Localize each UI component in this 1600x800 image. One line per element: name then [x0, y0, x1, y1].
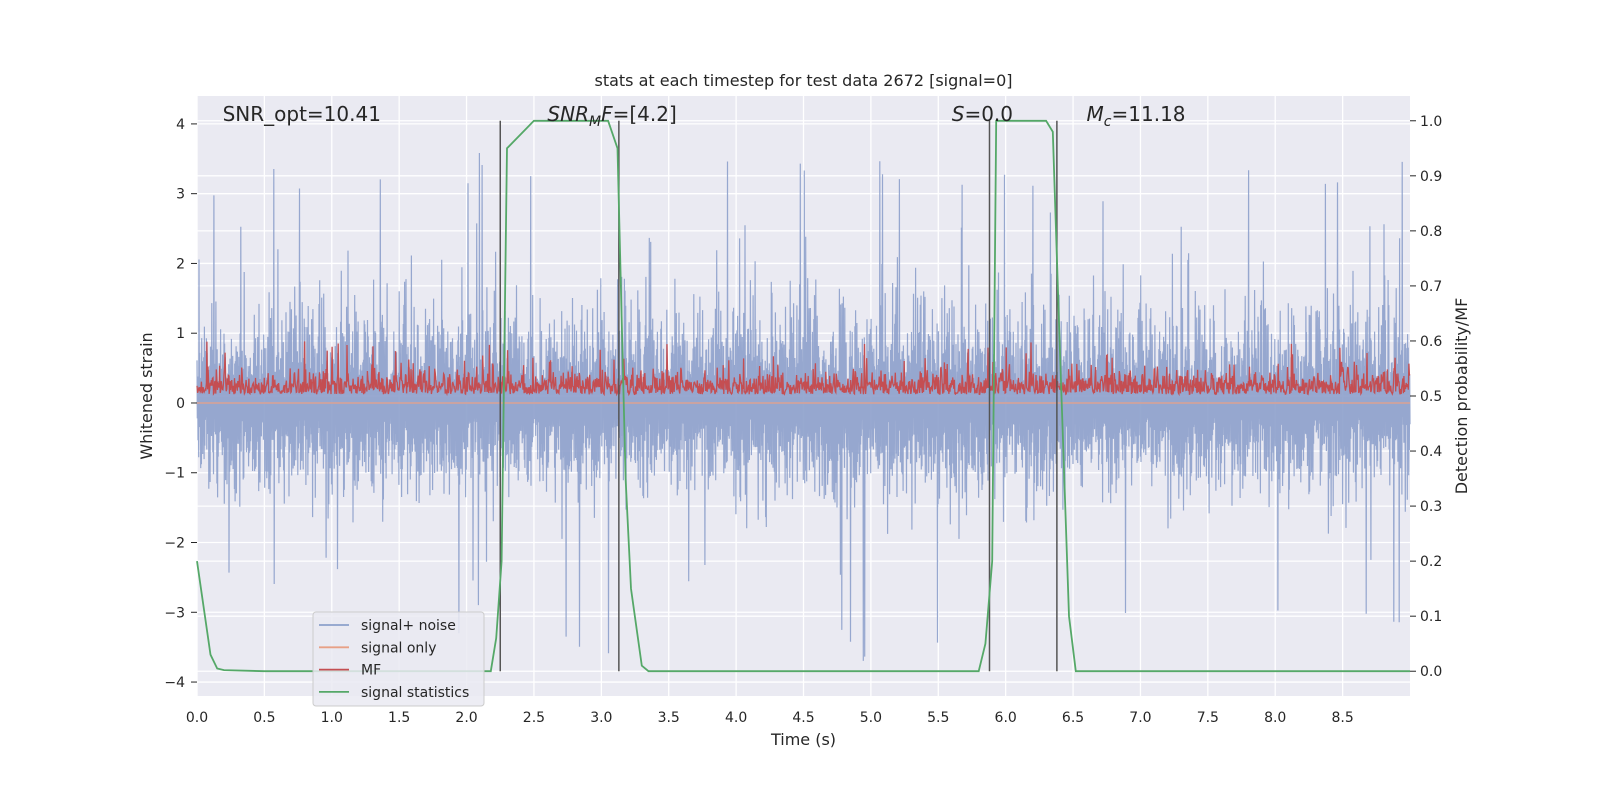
y2-tick-label: 0.1 [1420, 609, 1442, 625]
x-tick-label: 2.0 [455, 710, 477, 726]
y2-tick-labels: 1.0 0.9 0.8 0.7 0.6 0.5 0.4 0.3 0.2 0.1 0.0 [1410, 114, 1442, 680]
chart-title: stats at each timestep for test data 267… [594, 71, 1012, 90]
signal-noise-line [196, 152, 1411, 661]
legend-label: signal statistics [361, 685, 469, 701]
y-tick-label: −1 [164, 466, 185, 482]
y2-tick-label: 0.0 [1420, 664, 1442, 680]
signal-noise-series [196, 152, 1411, 661]
y2-axis-label: Detection probability/MF [1452, 298, 1471, 495]
y-tick-label: 1 [176, 326, 185, 342]
x-tick-label: 8.0 [1264, 710, 1286, 726]
y-tick-labels: 4 3 2 1 0 −1 −2 −3 −4 [164, 117, 197, 691]
legend: signal+ noise signal only MF signal statist… [312, 611, 485, 707]
mf-series [196, 341, 1411, 397]
x-tick-label: 8.5 [1331, 710, 1353, 726]
y-tick-label: 4 [176, 117, 185, 133]
y2-tick-label: 0.9 [1420, 169, 1442, 185]
x-tick-label: 0.5 [253, 710, 275, 726]
x-tick-label: 6.5 [1062, 710, 1084, 726]
y2-tick-label: 0.8 [1420, 224, 1442, 240]
legend-label: MF [361, 663, 381, 679]
mf-line [196, 341, 1411, 397]
y2-tick-label: 0.6 [1420, 334, 1442, 350]
x-tick-label: 6.0 [995, 710, 1017, 726]
annotation-2: S=0.0 [952, 102, 1013, 126]
x-tick-label: 4.5 [792, 710, 814, 726]
annotations: SNR_opt=10.41 SNRMF=[4.2] S=0.0 Mc=11.18 [223, 102, 1186, 130]
x-axis-label: Time (s) [770, 730, 836, 749]
legend-label: signal+ noise [361, 618, 456, 634]
y-tick-label: −4 [164, 675, 185, 691]
x-tick-label: 2.5 [523, 710, 545, 726]
x-tick-label: 7.5 [1197, 710, 1219, 726]
y2-tick-label: 0.2 [1420, 554, 1442, 570]
y-tick-label: 0 [176, 396, 185, 412]
y-tick-label: 2 [176, 256, 185, 272]
legend-box [312, 611, 485, 707]
y-axis-label: Whitened strain [137, 332, 156, 459]
y-tick-label: 3 [176, 187, 185, 203]
legend-label: signal only [361, 640, 436, 656]
y-tick-label: −2 [164, 536, 185, 552]
y2-tick-label: 0.3 [1420, 499, 1442, 515]
annotation-3: Mc=11.18 [1087, 102, 1186, 130]
y2-tick-label: 1.0 [1420, 114, 1442, 130]
x-tick-label: 3.5 [658, 710, 680, 726]
x-tick-label: 5.5 [927, 710, 949, 726]
y-tick-label: −3 [164, 605, 185, 621]
x-tick-label: 0.0 [186, 710, 208, 726]
y2-tick-label: 0.5 [1420, 389, 1442, 405]
x-tick-label: 5.0 [860, 710, 882, 726]
x-tick-label: 7.0 [1129, 710, 1151, 726]
x-tick-label: 1.0 [321, 710, 343, 726]
annotation-1: SNRMF=[4.2] [547, 102, 676, 130]
x-tick-labels: 0.0 0.5 1.0 1.5 2.0 2.5 3.0 3.5 4.0 4.5 5.0 5.5 6.0 6… [186, 710, 1354, 726]
y2-tick-label: 0.4 [1420, 444, 1442, 460]
x-tick-label: 3.0 [590, 710, 612, 726]
x-tick-label: 4.0 [725, 710, 747, 726]
y2-tick-label: 0.7 [1420, 279, 1442, 295]
x-tick-label: 1.5 [388, 710, 410, 726]
annotation-0: SNR_opt=10.41 [223, 102, 381, 126]
